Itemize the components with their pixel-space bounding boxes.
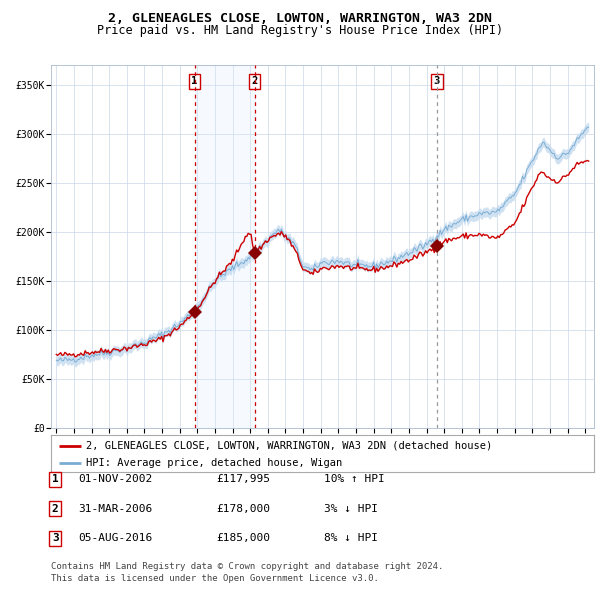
Text: 1: 1 [191,76,197,86]
Text: 3: 3 [434,76,440,86]
Bar [194,65,254,428]
Text: 2: 2 [52,504,59,513]
Text: 3: 3 [52,533,59,543]
Text: £178,000: £178,000 [216,504,270,513]
Text: 01-NOV-2002: 01-NOV-2002 [78,474,152,484]
Text: Price paid vs. HM Land Registry's House Price Index (HPI): Price paid vs. HM Land Registry's House … [97,24,503,37]
Text: £185,000: £185,000 [216,533,270,543]
Text: 8% ↓ HPI: 8% ↓ HPI [324,533,378,543]
Text: This data is licensed under the Open Government Licence v3.0.: This data is licensed under the Open Gov… [51,574,379,583]
Text: 2: 2 [251,76,258,86]
Text: 2, GLENEAGLES CLOSE, LOWTON, WARRINGTON, WA3 2DN: 2, GLENEAGLES CLOSE, LOWTON, WARRINGTON,… [108,12,492,25]
Text: HPI: Average price, detached house, Wigan: HPI: Average price, detached house, Wiga… [86,458,343,468]
Text: 1: 1 [52,474,59,484]
Text: 05-AUG-2016: 05-AUG-2016 [78,533,152,543]
Text: 2, GLENEAGLES CLOSE, LOWTON, WARRINGTON, WA3 2DN (detached house): 2, GLENEAGLES CLOSE, LOWTON, WARRINGTON,… [86,441,493,451]
Text: Contains HM Land Registry data © Crown copyright and database right 2024.: Contains HM Land Registry data © Crown c… [51,562,443,571]
Text: 3% ↓ HPI: 3% ↓ HPI [324,504,378,513]
Text: £117,995: £117,995 [216,474,270,484]
Text: 31-MAR-2006: 31-MAR-2006 [78,504,152,513]
Text: 10% ↑ HPI: 10% ↑ HPI [324,474,385,484]
